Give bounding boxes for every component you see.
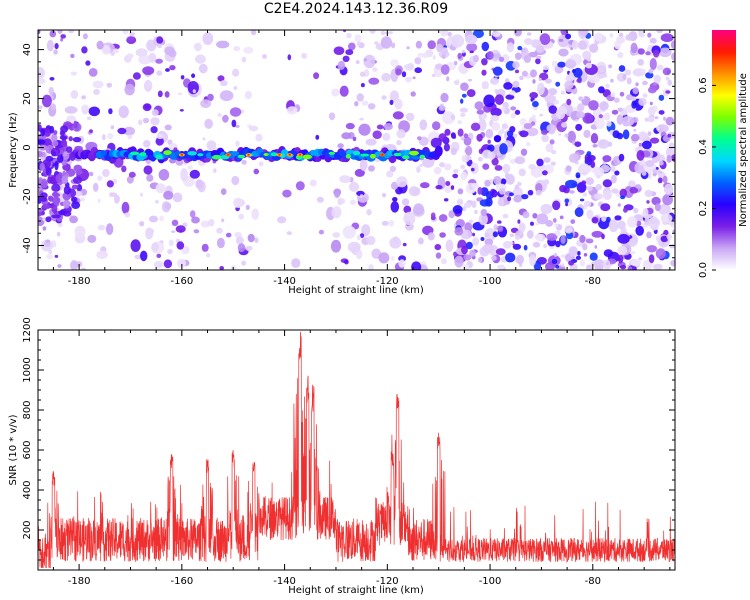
colorbar-tick-label: 0.4 — [698, 139, 709, 155]
heatmap-y-tick-label: 0 — [22, 144, 33, 150]
colorbar-label: Normalized spectral amplitude — [738, 73, 749, 227]
chart-title: C2E4.2024.143.12.36.R09 — [263, 1, 449, 17]
colorbar-tick-label: 0.6 — [698, 77, 709, 93]
snr-y-tick-label: 400 — [22, 480, 33, 499]
heatmap-x-ticks: -180 -160 -140 -120 -100 -80 — [52, 30, 671, 287]
snr-x-tick-label: -140 — [273, 576, 296, 587]
heatmap-x-axis-label: Height of straight line (km) — [288, 285, 424, 296]
colorbar-tick-label: 0.0 — [698, 262, 709, 278]
heatmap-x-tick-label: -140 — [273, 276, 296, 287]
snr-x-tick-label: -100 — [479, 576, 502, 587]
heatmap-y-tick-label: -20 — [22, 188, 33, 204]
snr-y-tick-label: 1200 — [22, 317, 33, 342]
heatmap-x-tick-label: -80 — [585, 276, 601, 287]
heatmap-y-axis-label: Frequency (Hz) — [8, 112, 19, 188]
heatmap-panel: -180 -160 -140 -120 -100 -80 -40 -20 0 20 40 Heig… — [8, 29, 676, 296]
heatmap-y-tick-label: 20 — [22, 92, 33, 105]
snr-x-tick-label: -160 — [170, 576, 193, 587]
snr-y-tick-label: 200 — [22, 520, 33, 539]
colorbar-tick-label: 0.2 — [698, 201, 709, 217]
snr-y-tick-label: 1000 — [22, 357, 33, 382]
heatmap-cells — [38, 30, 675, 270]
snr-x-tick-label: -180 — [68, 576, 91, 587]
heatmap-y-tick-label: -40 — [22, 237, 33, 253]
snr-y-ticks: 200 400 600 800 1000 1200 — [22, 317, 675, 571]
heatmap-x-tick-label: -100 — [479, 276, 502, 287]
snr-x-axis-label: Height of straight line (km) — [288, 585, 424, 596]
heatmap-x-tick-label: -120 — [376, 276, 399, 287]
snr-x-ticks: -180 -160 -140 -120 -100 -80 — [52, 330, 671, 587]
snr-x-tick-label: -80 — [585, 576, 601, 587]
snr-y-tick-label: 600 — [22, 440, 33, 459]
heatmap-y-tick-label: 40 — [22, 43, 33, 56]
snr-y-axis-label: SNR (10 * v/v) — [8, 414, 19, 485]
heatmap-x-tick-label: -160 — [170, 276, 193, 287]
snr-panel: -180 -160 -140 -120 -100 -80 200 400 600 800 1000… — [8, 317, 676, 596]
snr-y-tick-label: 800 — [22, 400, 33, 419]
heatmap-y-ticks: -40 -20 0 20 40 — [22, 36, 675, 271]
snr-series-line — [38, 331, 675, 569]
snr-x-tick-label: -120 — [376, 576, 399, 587]
colorbar-ticks: 0.0 0.2 0.4 0.6 — [698, 77, 716, 278]
colorbar: 0.0 0.2 0.4 0.6 Normalized spectral amplitu… — [698, 30, 749, 278]
heatmap-x-tick-label: -180 — [68, 276, 91, 287]
